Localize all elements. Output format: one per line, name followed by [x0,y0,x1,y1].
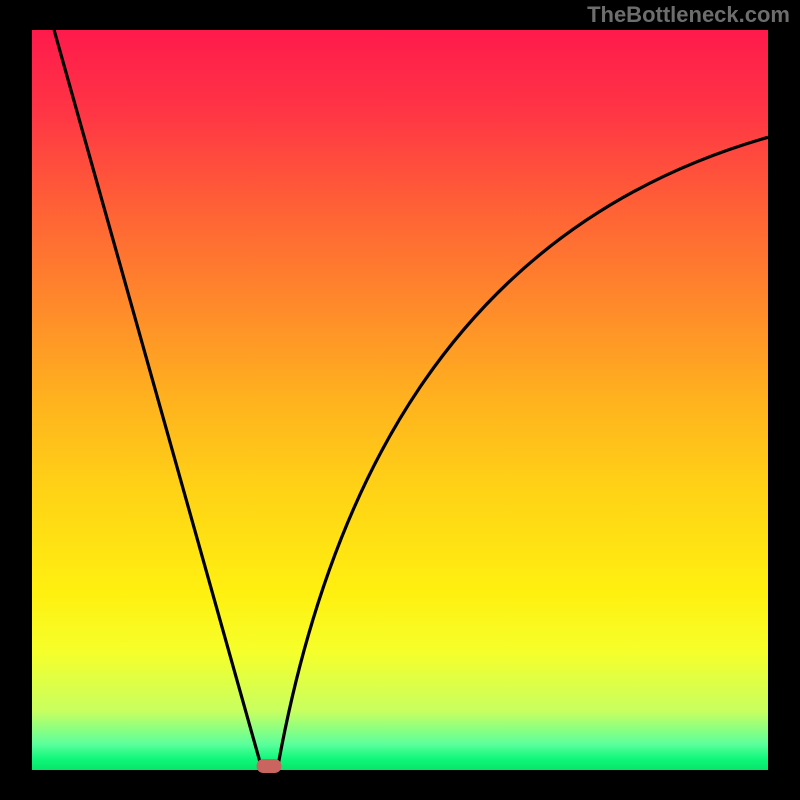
chart-frame: TheBottleneck.com [0,0,800,800]
plot-area [32,30,768,770]
bottleneck-curve [32,30,768,770]
attribution-text: TheBottleneck.com [587,2,790,28]
minimum-marker [256,759,281,773]
curve-path [54,30,768,763]
